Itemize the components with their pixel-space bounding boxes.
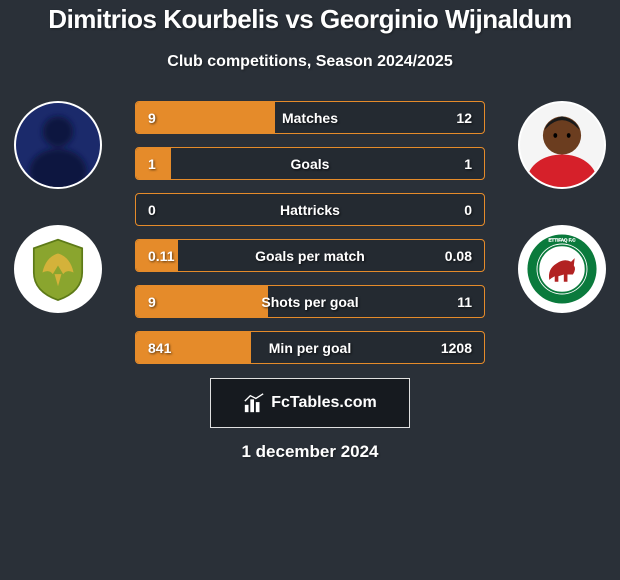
player-headshot-icon (520, 101, 604, 189)
stats-column: 912Matches 11Goals 00Hattricks 0.110.08Goal… (135, 101, 485, 364)
subtitle: Club competitions, Season 2024/2025 (0, 53, 620, 71)
player-left-column (8, 101, 108, 313)
brand-name: FcTables.com (271, 394, 377, 412)
stat-label: Min per goal (136, 340, 484, 356)
player-right-club-badge: ETTIFAQ F.C (518, 225, 606, 313)
stat-label: Matches (136, 110, 484, 126)
comparison-area: ETTIFAQ F.C 912Matches 11Goals 00Hattricks… (0, 101, 620, 364)
stat-label: Shots per goal (136, 294, 484, 310)
infographic-root: Dimitrios Kourbelis vs Georginio Wijnald… (0, 0, 620, 580)
player-left-avatar (14, 101, 102, 189)
club-crest-icon (20, 231, 96, 307)
silhouette-icon (16, 101, 100, 189)
chart-icon (243, 392, 265, 414)
stat-label: Goals per match (136, 248, 484, 264)
stat-row: 911Shots per goal (135, 285, 485, 318)
stat-row: 8411208Min per goal (135, 331, 485, 364)
player-right-column: ETTIFAQ F.C (512, 101, 612, 313)
svg-text:ETTIFAQ F.C: ETTIFAQ F.C (549, 238, 577, 243)
stat-label: Hattricks (136, 202, 484, 218)
brand-box: FcTables.com (210, 378, 410, 428)
player-left-club-badge (14, 225, 102, 313)
stat-row: 912Matches (135, 101, 485, 134)
stat-row: 00Hattricks (135, 193, 485, 226)
stat-label: Goals (136, 156, 484, 172)
page-title: Dimitrios Kourbelis vs Georginio Wijnald… (0, 4, 620, 35)
player-right-avatar (518, 101, 606, 189)
stat-row: 0.110.08Goals per match (135, 239, 485, 272)
club-crest-icon: ETTIFAQ F.C (522, 229, 602, 309)
stat-row: 11Goals (135, 147, 485, 180)
date-line: 1 december 2024 (0, 442, 620, 462)
